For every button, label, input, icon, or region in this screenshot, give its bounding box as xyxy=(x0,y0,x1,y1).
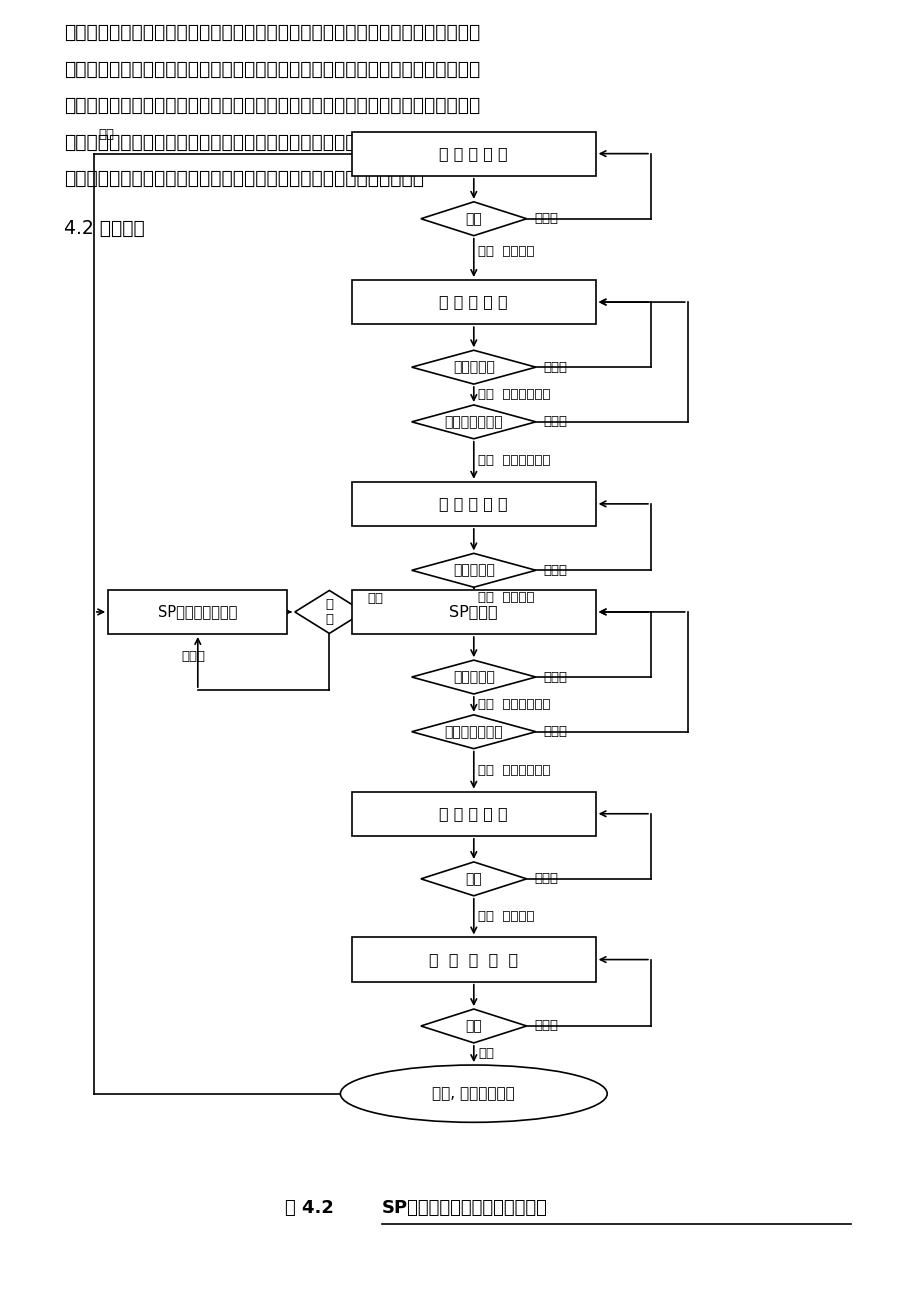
Polygon shape xyxy=(412,350,536,384)
Text: 合格  自检记录: 合格 自检记录 xyxy=(478,245,534,258)
Text: 作改为平面操作，增大了施工操作面，方便了混凝土的浇捣，保证了混凝土的浇注质: 作改为平面操作，增大了施工操作面，方便了混凝土的浇捣，保证了混凝土的浇注质 xyxy=(64,23,480,43)
Polygon shape xyxy=(294,591,363,633)
Text: 混  凝  土  浇  筑: 混 凝 土 浇 筑 xyxy=(429,952,517,967)
Text: 合格  填写验收记录: 合格 填写验收记录 xyxy=(478,388,550,401)
Text: 这一工序及相关的技术间歇时间，从而大大减少了每层结构的施工时间，加快了工程: 这一工序及相关的技术间歇时间，从而大大减少了每层结构的施工时间，加快了工程 xyxy=(64,133,480,152)
Polygon shape xyxy=(421,1009,526,1043)
Text: 图 4.2: 图 4.2 xyxy=(285,1199,346,1217)
FancyBboxPatch shape xyxy=(352,590,596,634)
Text: 不合格: 不合格 xyxy=(533,1019,558,1032)
Text: 自检、互检: 自检、互检 xyxy=(452,671,494,684)
Text: 合格: 合格 xyxy=(98,128,114,141)
Text: SP板支撑体系安装: SP板支撑体系安装 xyxy=(158,604,237,620)
Text: 自检、互检: 自检、互检 xyxy=(452,361,494,374)
Text: 自检、互检: 自检、互检 xyxy=(452,564,494,577)
Text: 板 缝 模 安 装: 板 缝 模 安 装 xyxy=(439,806,507,822)
Text: 度也不再是影响后续工作的关键因素了，同时施工中也减少了预制板下水泥砂浆找平: 度也不再是影响后续工作的关键因素了，同时施工中也减少了预制板下水泥砂浆找平 xyxy=(64,96,480,116)
Text: 4.2 工艺流程: 4.2 工艺流程 xyxy=(64,219,145,238)
Text: 不合格: 不合格 xyxy=(533,872,558,885)
FancyBboxPatch shape xyxy=(352,937,596,982)
Text: SP板安装硬架支模施工工艺流程: SP板安装硬架支模施工工艺流程 xyxy=(381,1199,547,1217)
Text: 不合格: 不合格 xyxy=(543,671,567,684)
Ellipse shape xyxy=(340,1065,607,1122)
Text: 检查: 检查 xyxy=(465,872,482,885)
Text: 业主、监理检查: 业主、监理检查 xyxy=(444,415,503,428)
Text: 不合格: 不合格 xyxy=(543,361,567,374)
Text: 合格  办理验收纪录: 合格 办理验收纪录 xyxy=(478,764,550,776)
Text: 梁 钢 筋 安 装: 梁 钢 筋 安 装 xyxy=(439,294,507,310)
Text: 合格: 合格 xyxy=(367,592,383,605)
Polygon shape xyxy=(412,660,536,694)
FancyBboxPatch shape xyxy=(352,280,596,324)
Text: 梁 侧 模 安 装: 梁 侧 模 安 装 xyxy=(439,496,507,512)
Text: 合格: 合格 xyxy=(478,1048,494,1060)
Text: 不合格: 不合格 xyxy=(543,415,567,428)
Text: 梁 底 模 安 装: 梁 底 模 安 装 xyxy=(439,146,507,161)
Text: 合格  填写验收记录: 合格 填写验收记录 xyxy=(478,698,550,711)
Text: SP板吊装: SP板吊装 xyxy=(449,604,497,620)
Text: 进度。提高了工效，增强了结构的整体性和施工质量，减少了安全隐患。: 进度。提高了工效，增强了结构的整体性和施工质量，减少了安全隐患。 xyxy=(64,169,424,189)
Text: 不合格: 不合格 xyxy=(181,651,205,663)
Polygon shape xyxy=(421,862,526,896)
Text: 合格  自检记录: 合格 自检记录 xyxy=(478,591,534,604)
Text: 检查: 检查 xyxy=(465,212,482,225)
Text: 业主、监理检查: 业主、监理检查 xyxy=(444,725,503,738)
Text: 验收, 进入下一循环: 验收, 进入下一循环 xyxy=(432,1086,515,1101)
Text: 不合格: 不合格 xyxy=(543,564,567,577)
Text: 量，并减少了安全事故发生的几率。采用硬架支模方案，使混凝土拆模强度和吊装强: 量，并减少了安全事故发生的几率。采用硬架支模方案，使混凝土拆模强度和吊装强 xyxy=(64,60,480,79)
Text: 不合格: 不合格 xyxy=(533,212,558,225)
Text: 检
查: 检 查 xyxy=(325,598,333,626)
Polygon shape xyxy=(412,715,536,749)
Text: 检查: 检查 xyxy=(465,1019,482,1032)
FancyBboxPatch shape xyxy=(108,590,287,634)
Text: 合格  自检记录: 合格 自检记录 xyxy=(478,910,534,923)
Polygon shape xyxy=(412,405,536,439)
Text: 合格  办理验收纪录: 合格 办理验收纪录 xyxy=(478,454,550,466)
FancyBboxPatch shape xyxy=(352,792,596,836)
Polygon shape xyxy=(412,553,536,587)
FancyBboxPatch shape xyxy=(352,482,596,526)
Polygon shape xyxy=(421,202,526,236)
Text: 不合格: 不合格 xyxy=(543,725,567,738)
FancyBboxPatch shape xyxy=(352,132,596,176)
